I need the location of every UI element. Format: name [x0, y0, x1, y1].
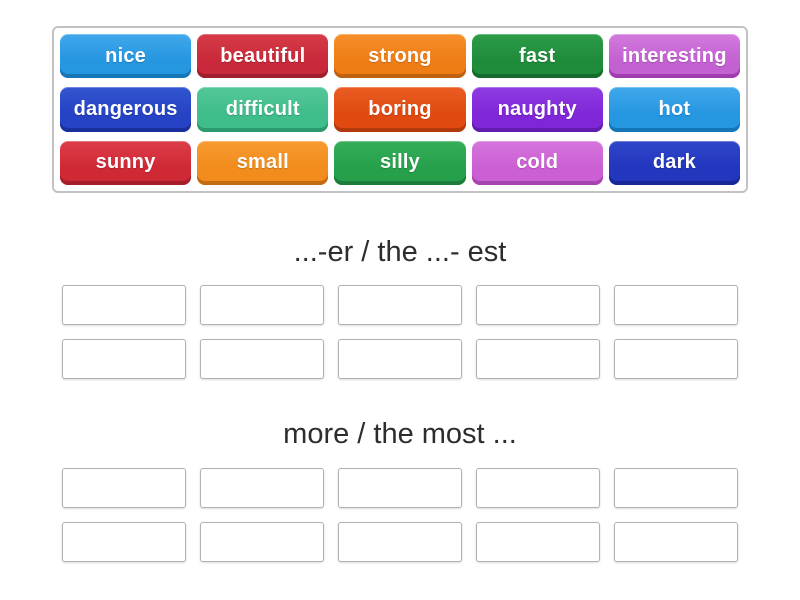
answer-slot[interactable] — [200, 285, 324, 325]
word-tile-beautiful[interactable]: beautiful — [197, 34, 329, 79]
answer-slot[interactable] — [62, 339, 186, 379]
answer-slot[interactable] — [338, 468, 462, 508]
word-tile-cold[interactable]: cold — [471, 140, 603, 185]
word-tile-dark[interactable]: dark — [608, 140, 740, 185]
answer-slot[interactable] — [614, 285, 738, 325]
word-tile-interesting[interactable]: interesting — [608, 34, 740, 79]
word-tile-silly[interactable]: silly — [334, 140, 466, 185]
answer-slot[interactable] — [614, 468, 738, 508]
answer-slot[interactable] — [614, 522, 738, 562]
answer-slot[interactable] — [200, 468, 324, 508]
word-tray: nice beautiful strong fast interesting danger… — [52, 26, 748, 193]
word-tile-dangerous[interactable]: dangerous — [60, 87, 192, 132]
answer-slot[interactable] — [476, 339, 600, 379]
answer-slot[interactable] — [200, 339, 324, 379]
answer-slot[interactable] — [476, 522, 600, 562]
slot-row — [62, 339, 738, 379]
answer-slot[interactable] — [62, 522, 186, 562]
answer-slot[interactable] — [338, 522, 462, 562]
slot-row — [62, 285, 738, 325]
word-tile-sunny[interactable]: sunny — [60, 140, 192, 185]
answer-slot[interactable] — [62, 285, 186, 325]
answer-slot[interactable] — [338, 339, 462, 379]
word-tile-fast[interactable]: fast — [471, 34, 603, 79]
answer-slot[interactable] — [476, 468, 600, 508]
word-tile-small[interactable]: small — [197, 140, 329, 185]
answer-slot[interactable] — [62, 468, 186, 508]
word-tile-boring[interactable]: boring — [334, 87, 466, 132]
word-tile-nice[interactable]: nice — [60, 34, 192, 79]
answer-slot[interactable] — [614, 339, 738, 379]
word-tile-hot[interactable]: hot — [608, 87, 740, 132]
answer-slot[interactable] — [200, 522, 324, 562]
slot-row — [62, 468, 738, 508]
answer-slot[interactable] — [476, 285, 600, 325]
group-title-more-most: more / the most ... — [283, 418, 517, 450]
slot-row — [62, 522, 738, 562]
group-title-er-est: ...-er / the ...- est — [293, 236, 507, 268]
word-tile-naughty[interactable]: naughty — [471, 87, 603, 132]
answer-slot[interactable] — [338, 285, 462, 325]
word-tile-difficult[interactable]: difficult — [197, 87, 329, 132]
word-tile-strong[interactable]: strong — [334, 34, 466, 79]
